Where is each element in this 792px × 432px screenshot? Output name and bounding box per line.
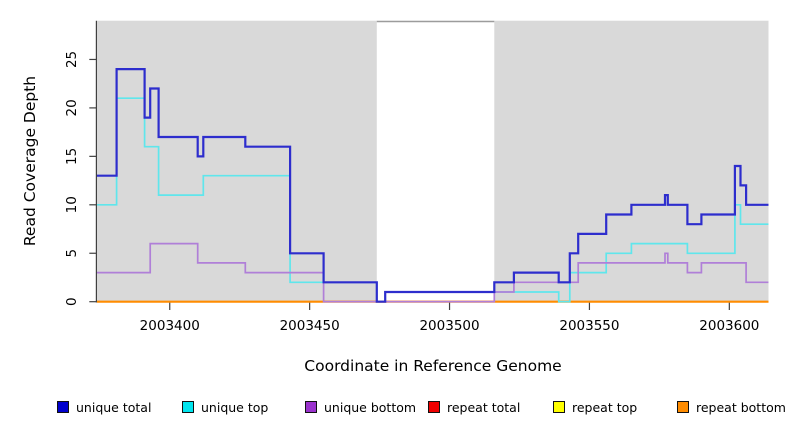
series-unique-bottom-line <box>97 242 769 303</box>
x-tick-label: 2003450 <box>280 318 340 334</box>
x-tick-label: 2003500 <box>419 318 479 334</box>
repeat-region-band <box>376 20 495 303</box>
x-tick-label: 2003400 <box>140 318 200 334</box>
x-tick-label: 2003550 <box>559 318 619 334</box>
legend-swatch-repeat-bottom <box>677 401 689 413</box>
legend-label: repeat total <box>447 400 521 415</box>
x-axis-label: Coordinate in Reference Genome <box>304 357 562 375</box>
legend-label: unique total <box>76 400 152 415</box>
legend-label: repeat bottom <box>696 400 786 415</box>
legend-swatch-repeat-total <box>428 401 440 413</box>
legend-swatch-unique-top <box>182 401 194 413</box>
y-axis-label: Read Coverage Depth <box>21 75 39 247</box>
legend-label: unique bottom <box>324 400 417 415</box>
y-tick-label: 20 <box>64 99 80 116</box>
series-unique-total-line <box>97 68 769 303</box>
y-tick-label: 10 <box>64 196 80 213</box>
y-tick-label: 25 <box>64 51 80 68</box>
legend-item-unique-total: unique total <box>57 401 151 415</box>
legend-item-repeat-top: repeat top <box>553 401 637 415</box>
legend-item-unique-bottom: unique bottom <box>305 401 416 415</box>
x-tick-label: 2003600 <box>699 318 759 334</box>
legend-swatch-repeat-top <box>553 401 565 413</box>
legend-label: repeat top <box>572 400 638 415</box>
legend-label: unique top <box>201 400 269 415</box>
legend-swatch-unique-bottom <box>305 401 317 413</box>
y-tick-label: 5 <box>64 249 80 258</box>
legend-item-repeat-bottom: repeat bottom <box>677 401 786 415</box>
legend-swatch-unique-total <box>57 401 69 413</box>
legend-item-repeat-total: repeat total <box>428 401 520 415</box>
y-tick-label: 0 <box>64 297 80 306</box>
legend-item-unique-top: unique top <box>182 401 268 415</box>
y-tick-label: 15 <box>64 148 80 165</box>
